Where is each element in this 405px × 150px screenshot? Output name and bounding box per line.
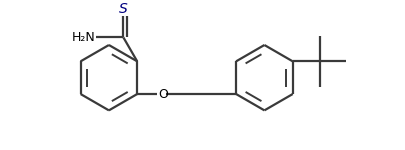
- Text: O: O: [158, 88, 168, 100]
- Text: H₂N: H₂N: [72, 31, 96, 44]
- Text: S: S: [119, 2, 128, 16]
